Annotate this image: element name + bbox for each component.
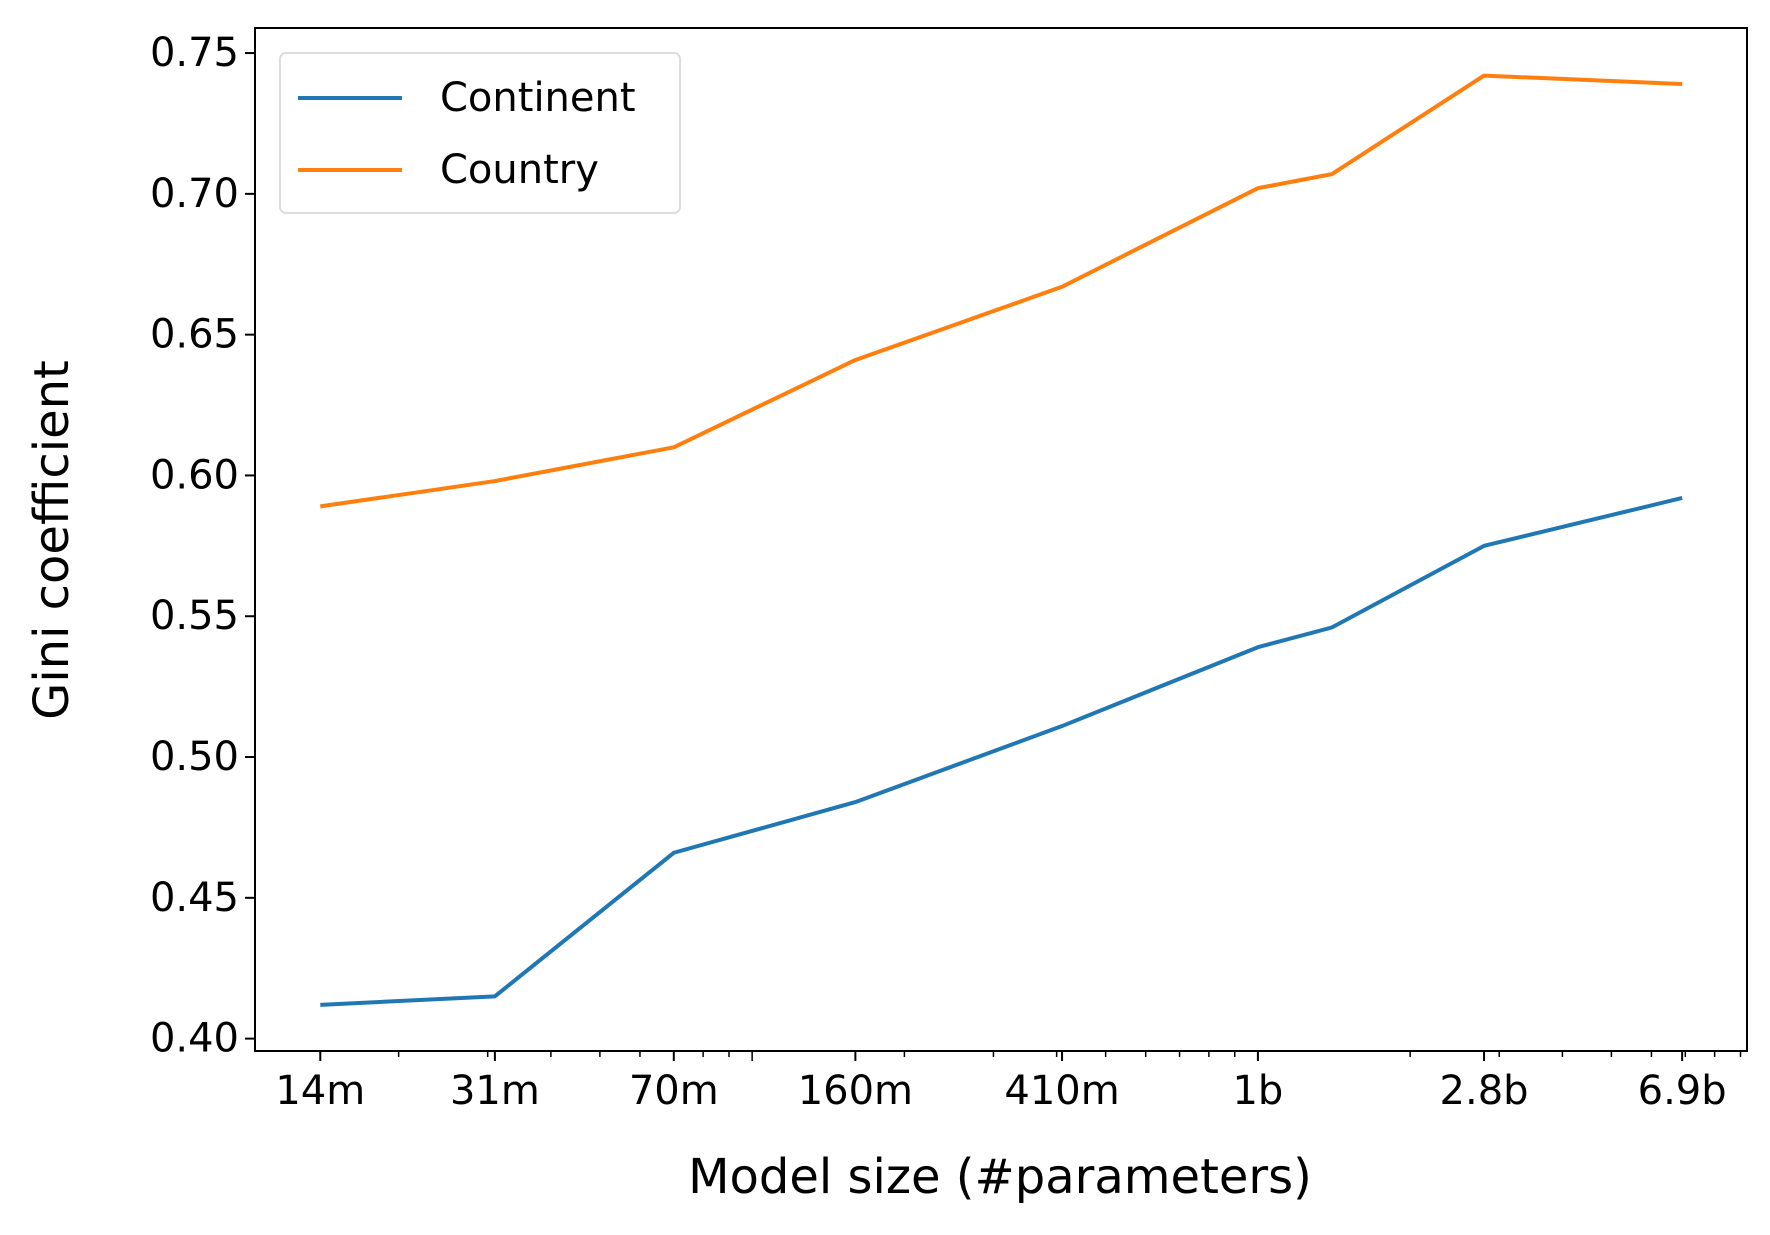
y-tick-label: 0.50 — [150, 734, 239, 780]
y-tick-label: 0.45 — [150, 875, 239, 921]
y-tick-label: 0.40 — [150, 1016, 239, 1062]
x-tick-label: 1b — [1232, 1068, 1283, 1114]
legend-box — [279, 52, 681, 214]
x-tick-label: 14m — [275, 1068, 365, 1114]
legend-label: Continent — [440, 75, 636, 121]
y-axis-label: Gini coefficient — [24, 360, 80, 720]
x-tick-label: 160m — [798, 1068, 913, 1114]
y-tick-label: 0.65 — [150, 312, 239, 358]
x-tick-label: 410m — [1004, 1068, 1119, 1114]
x-axis-label: Model size (#parameters) — [688, 1149, 1312, 1205]
line-series — [320, 73, 1683, 509]
line-series — [320, 496, 1683, 1007]
y-tick-label: 0.75 — [150, 30, 239, 76]
plot-frame — [254, 27, 1748, 1052]
x-tick-label: 6.9b — [1638, 1068, 1727, 1114]
y-tick-label: 0.70 — [150, 171, 239, 217]
x-tick-label: 70m — [629, 1068, 719, 1114]
x-tick-label: 2.8b — [1440, 1068, 1529, 1114]
y-tick-label: 0.55 — [150, 593, 239, 639]
x-tick-label: 31m — [450, 1068, 540, 1114]
y-tick-label: 0.60 — [150, 452, 239, 498]
legend-label: Country — [440, 147, 599, 193]
